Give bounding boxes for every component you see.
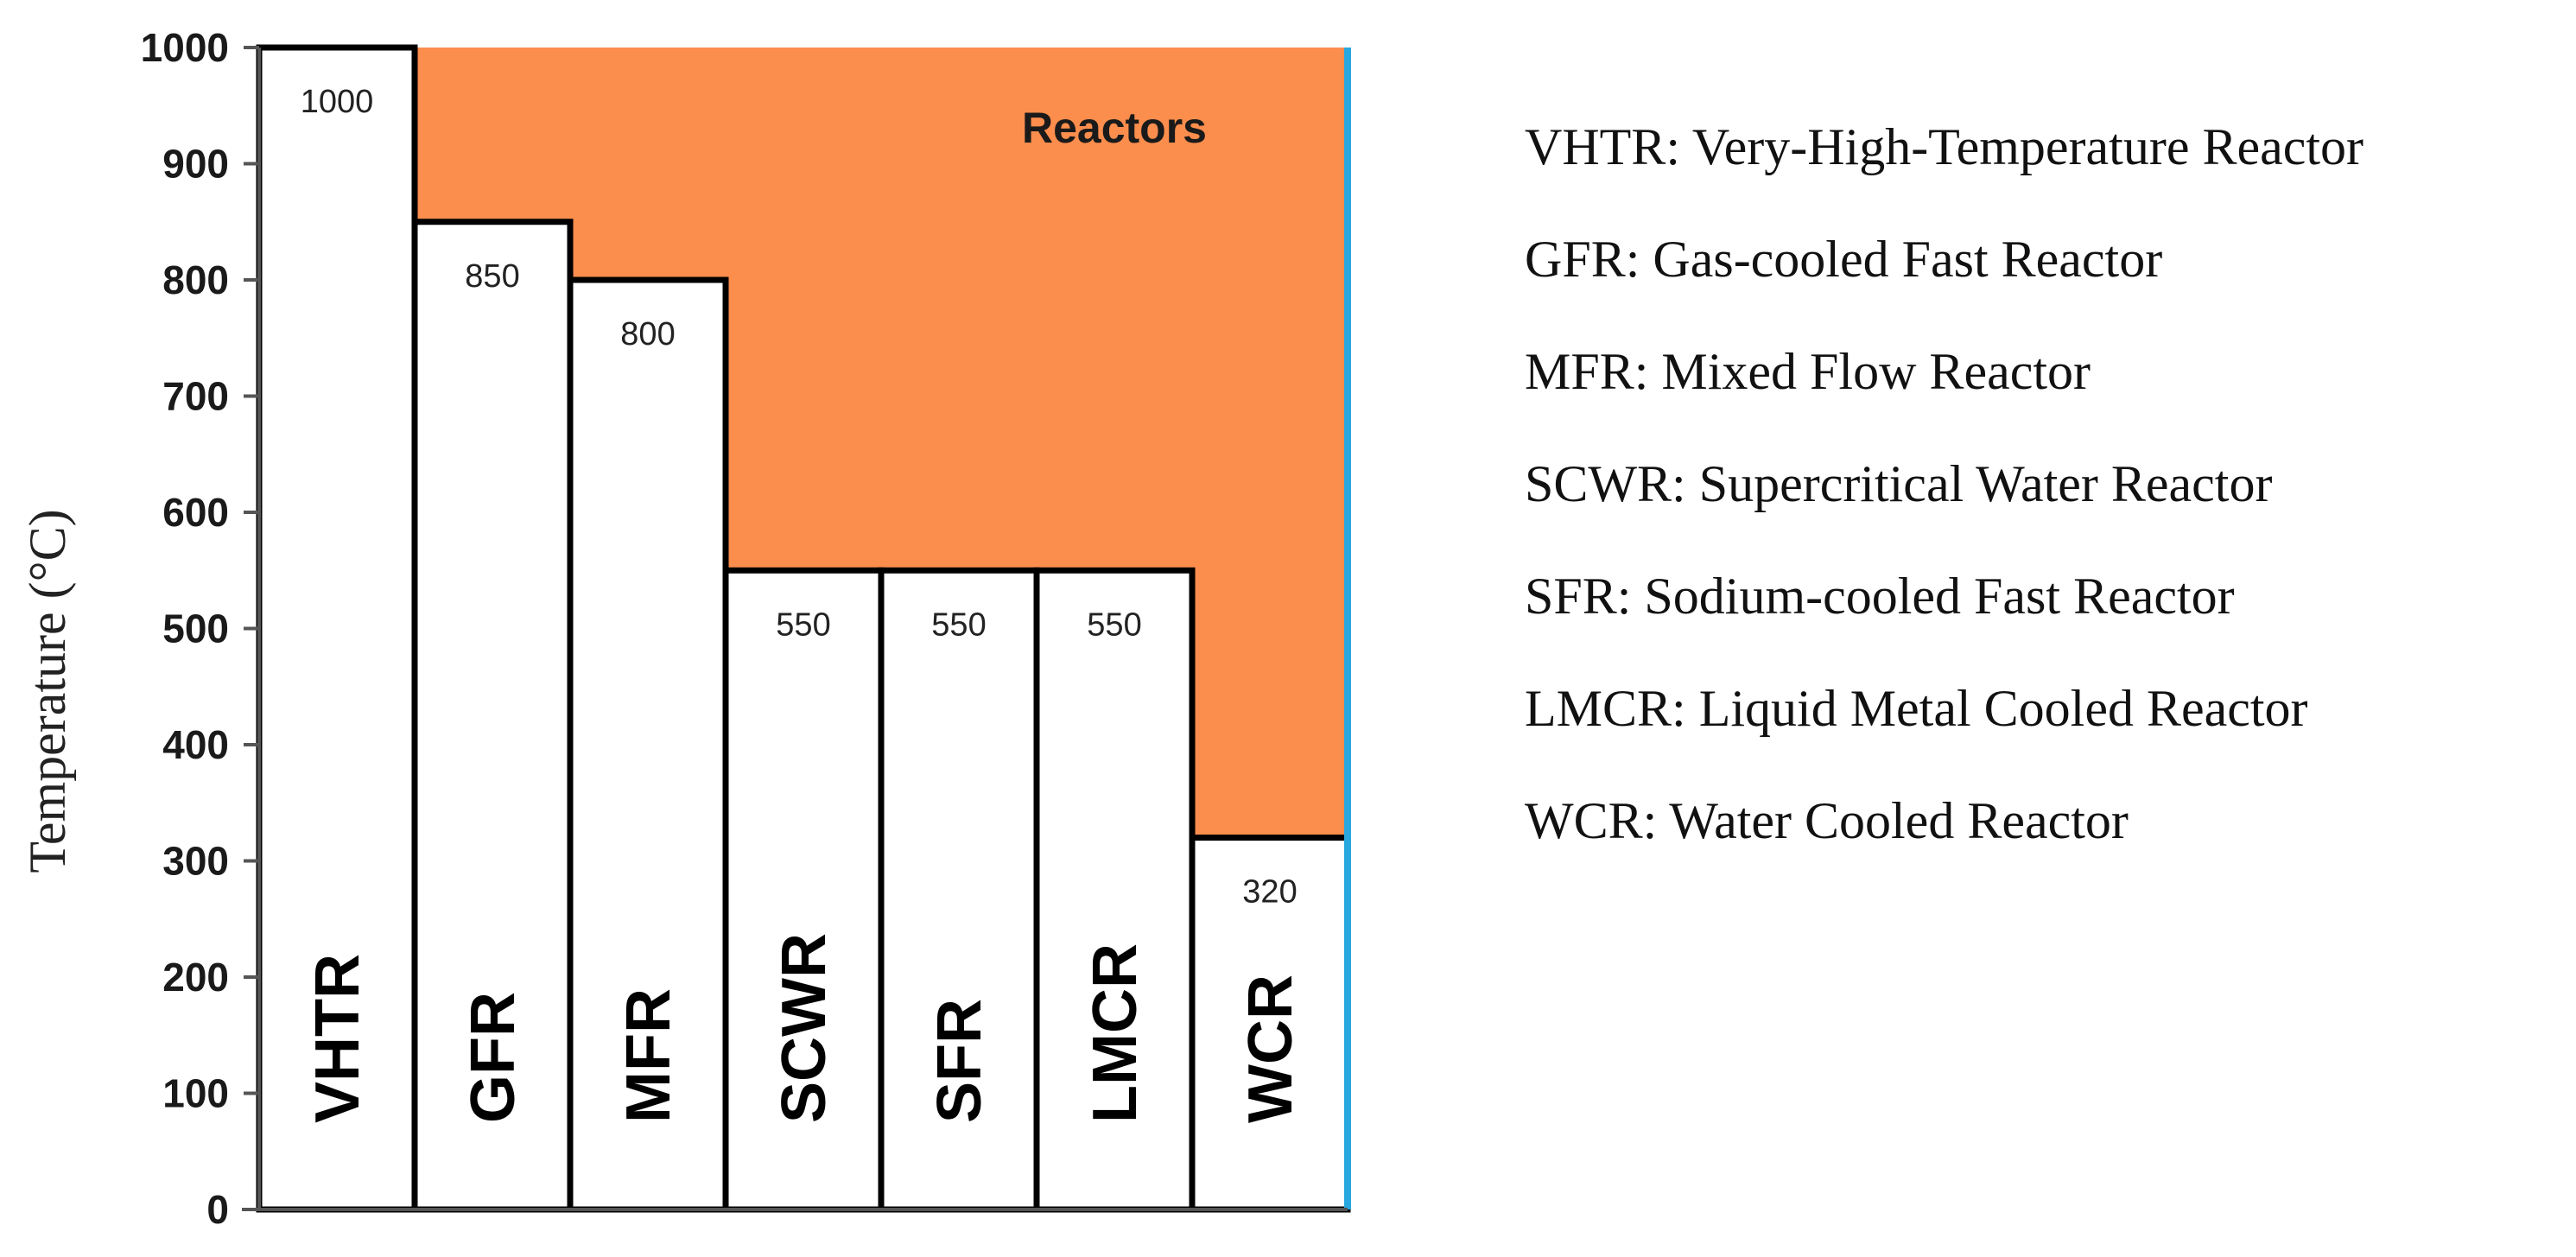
value-label-lmcr: 550 [1087,606,1141,643]
bar-name-lmcr: LMCR [1081,943,1150,1123]
value-label-gfr: 850 [465,258,519,295]
region-label: Reactors [1022,104,1207,152]
legend-entry: LMCR: Liquid Metal Cooled Reactor [1525,680,2308,737]
legend-entry: SFR: Sodium-cooled Fast Reactor [1525,568,2235,625]
y-tick-label-1000: 1000 [141,25,229,70]
legend-entry: MFR: Mixed Flow Reactor [1525,343,2091,400]
legend-entry: SCWR: Supercritical Water Reactor [1525,455,2273,512]
legend-entry: WCR: Water Cooled Reactor [1525,792,2129,849]
y-tick-label-400: 400 [162,722,229,767]
bar-name-wcr: WCR [1236,974,1305,1123]
value-label-sfr: 550 [931,606,986,643]
bar-gfr [411,219,574,1213]
bar-mfr [567,276,729,1213]
y-tick-label-600: 600 [162,490,229,535]
y-tick-label-100: 100 [162,1071,229,1116]
bar-name-mfr: MFR [614,988,683,1123]
bar-name-scwr: SCWR [770,933,839,1123]
value-label-vhtr: 1000 [301,84,374,120]
y-tick-label-200: 200 [162,955,229,1000]
bar-name-vhtr: VHTR [303,954,372,1123]
y-tick-label-900: 900 [162,142,229,187]
bar-name-gfr: GFR [459,992,528,1123]
legend: VHTR: Very-High-Temperature Reactor GFR: … [1525,112,2363,898]
y-tick-label-700: 700 [162,374,229,419]
y-tick-label-300: 300 [162,839,229,884]
legend-entry: VHTR: Very-High-Temperature Reactor [1525,118,2364,175]
value-label-mfr: 800 [620,316,675,352]
bar-name-sfr: SFR [925,999,994,1123]
value-label-scwr: 550 [776,606,830,643]
bar-vhtr [256,44,418,1213]
y-tick-label-500: 500 [162,606,229,651]
y-tick-label-800: 800 [162,257,229,302]
legend-entry: GFR: Gas-cooled Fast Reactor [1525,231,2163,288]
value-label-wcr: 320 [1242,874,1297,911]
y-tick-label-0: 0 [206,1187,229,1232]
y-axis-label: Temperature (°C) [19,509,76,873]
